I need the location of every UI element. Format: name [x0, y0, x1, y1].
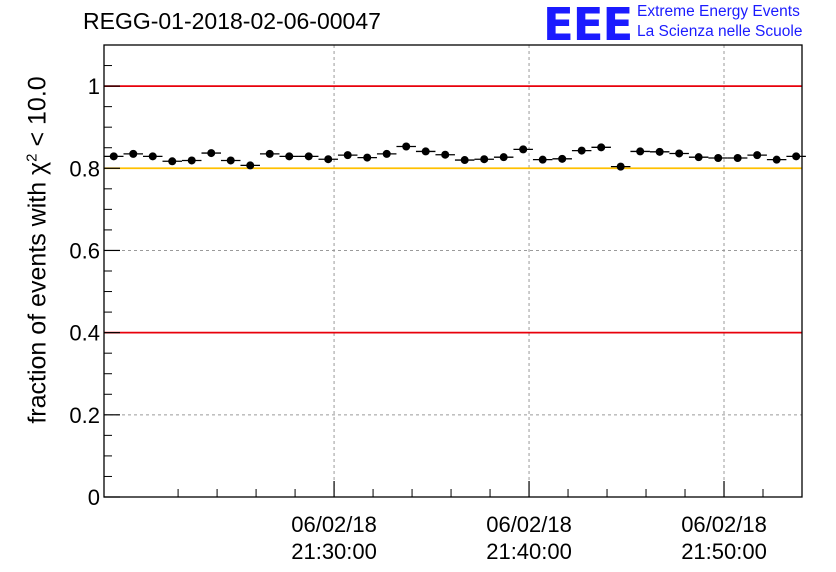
x-tick-date: 06/02/18 [681, 512, 767, 537]
data-point [714, 154, 723, 162]
data-point [285, 152, 294, 161]
y-axis-label-exponent: 2 [23, 153, 41, 162]
tick-labels: 00.20.40.60.8106/02/1821:30:0006/02/1821… [69, 74, 766, 564]
data-point [558, 154, 567, 163]
data-point [363, 153, 372, 162]
grid-lines [104, 45, 802, 497]
logo-line-1: Extreme Energy Events [637, 3, 800, 20]
y-tick-label: 0.2 [69, 403, 100, 428]
data-point [636, 147, 645, 156]
x-tick-date: 06/02/18 [291, 512, 377, 537]
data-point [460, 156, 469, 165]
data-point [577, 146, 586, 155]
data-point [597, 143, 606, 152]
data-point [616, 162, 625, 171]
y-tick-label: 1 [88, 74, 100, 99]
data-point [168, 157, 177, 166]
data-points [104, 142, 806, 171]
data-point [733, 154, 742, 162]
data-point [421, 147, 430, 156]
data-point [402, 142, 411, 151]
data-point [753, 151, 762, 160]
reference-lines [104, 85, 802, 334]
data-point [675, 149, 684, 158]
data-point [343, 151, 352, 160]
data-point [246, 161, 255, 170]
y-tick-label: 0.4 [69, 321, 100, 346]
y-axis-label-chi: χ [23, 161, 52, 175]
data-point [792, 152, 801, 161]
data-point [441, 150, 450, 159]
y-axis-label-part-1: fraction of events with [23, 174, 52, 424]
logo-line-2: La Scienza nelle Scuole [637, 23, 803, 40]
x-tick-time: 21:50:00 [681, 539, 767, 564]
y-tick-label: 0.8 [69, 156, 100, 181]
x-tick-time: 21:40:00 [486, 539, 572, 564]
data-point [480, 155, 489, 164]
data-point [538, 155, 547, 164]
data-point [129, 149, 138, 158]
data-point [226, 156, 235, 165]
chart-title: REGG-01-2018-02-06-00047 [83, 8, 381, 34]
eee-logo: EEE [543, 0, 633, 51]
data-point [499, 153, 508, 162]
data-point [265, 149, 274, 158]
y-axis-label-part-2: < 10.0 [23, 76, 52, 154]
data-point [519, 145, 528, 154]
y-axis-label: fraction of events with χ2 < 10.0 [23, 76, 52, 423]
y-tick-label: 0.6 [69, 238, 100, 263]
data-point [109, 152, 118, 161]
x-tick-time: 21:30:00 [291, 539, 377, 564]
data-point [324, 155, 333, 164]
plot-frame [103, 44, 803, 498]
data-point [655, 147, 664, 156]
minor-ticks [104, 65, 803, 498]
logo-caption: Extreme Energy Events La Scienza nelle S… [637, 2, 802, 42]
data-point [772, 155, 781, 164]
y-tick-label: 0 [88, 485, 100, 510]
data-point [187, 156, 196, 165]
data-point [148, 152, 157, 161]
data-point [207, 149, 216, 158]
data-point [382, 149, 391, 158]
x-tick-date: 06/02/18 [486, 512, 572, 537]
data-point [304, 152, 313, 161]
data-point [694, 153, 703, 162]
